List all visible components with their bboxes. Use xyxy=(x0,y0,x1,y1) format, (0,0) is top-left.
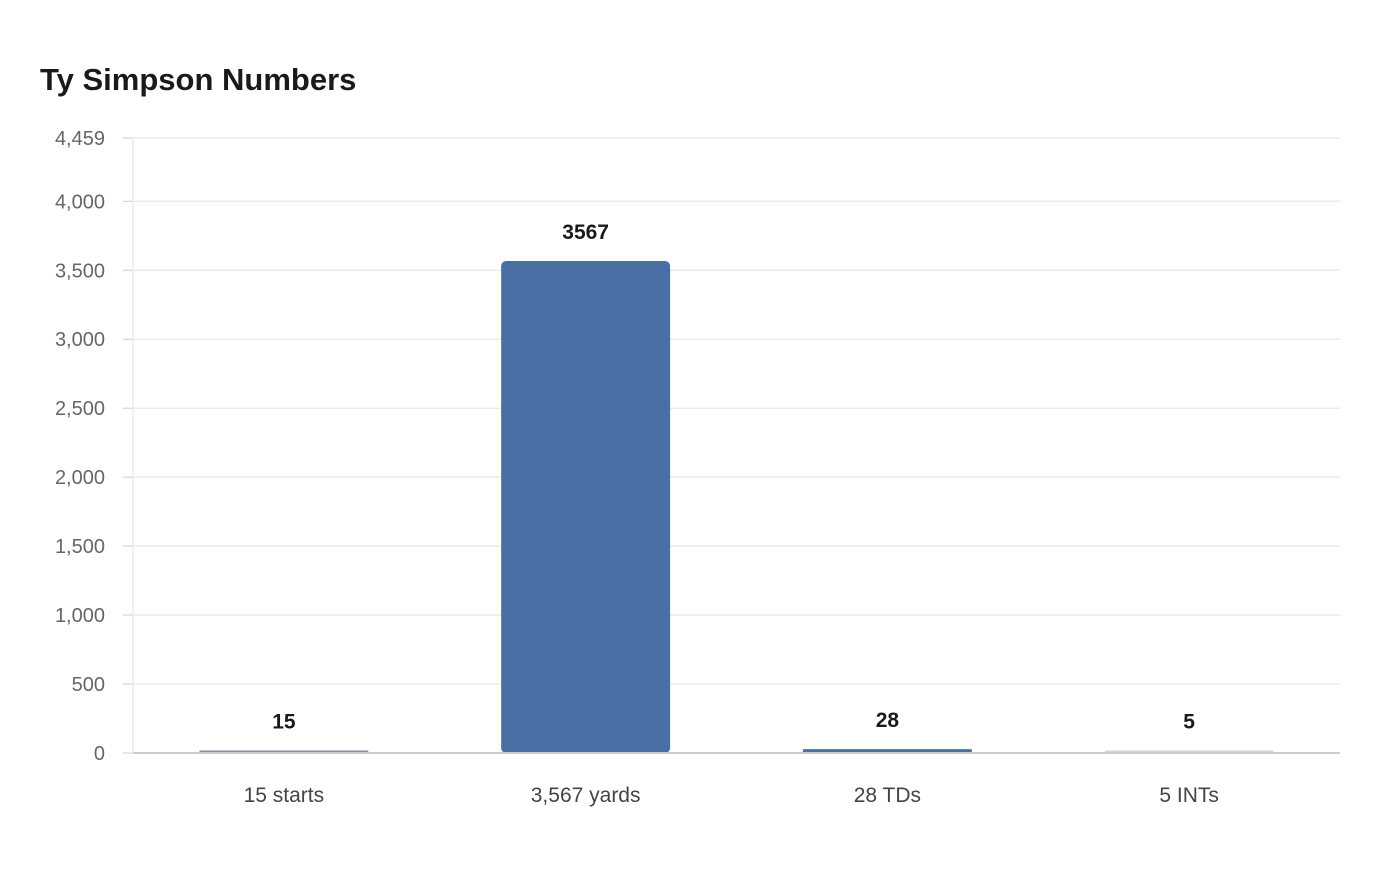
data-label: 15 xyxy=(272,711,296,734)
y-tick-label: 1,500 xyxy=(55,536,105,558)
chart-title: Ty Simpson Numbers xyxy=(40,62,357,97)
y-tick-label: 4,000 xyxy=(55,191,105,213)
y-tick-label: 0 xyxy=(94,743,105,765)
data-label: 3567 xyxy=(562,221,609,244)
y-tick-label: 1,000 xyxy=(55,605,105,627)
x-category-label: 15 starts xyxy=(244,784,325,807)
y-tick-label: 500 xyxy=(72,674,105,696)
y-tick-label: 3,000 xyxy=(55,329,105,351)
x-category-label: 3,567 yards xyxy=(531,784,641,807)
y-tick-label: 4,459 xyxy=(55,128,105,150)
data-label: 5 xyxy=(1183,711,1195,734)
y-tick-label: 2,500 xyxy=(55,398,105,420)
data-label: 28 xyxy=(876,709,900,732)
y-tick-label: 2,000 xyxy=(55,467,105,489)
x-category-label: 5 INTs xyxy=(1159,784,1219,807)
bar xyxy=(501,261,671,753)
x-category-label: 28 TDs xyxy=(854,784,921,807)
y-tick-label: 3,500 xyxy=(55,260,105,282)
